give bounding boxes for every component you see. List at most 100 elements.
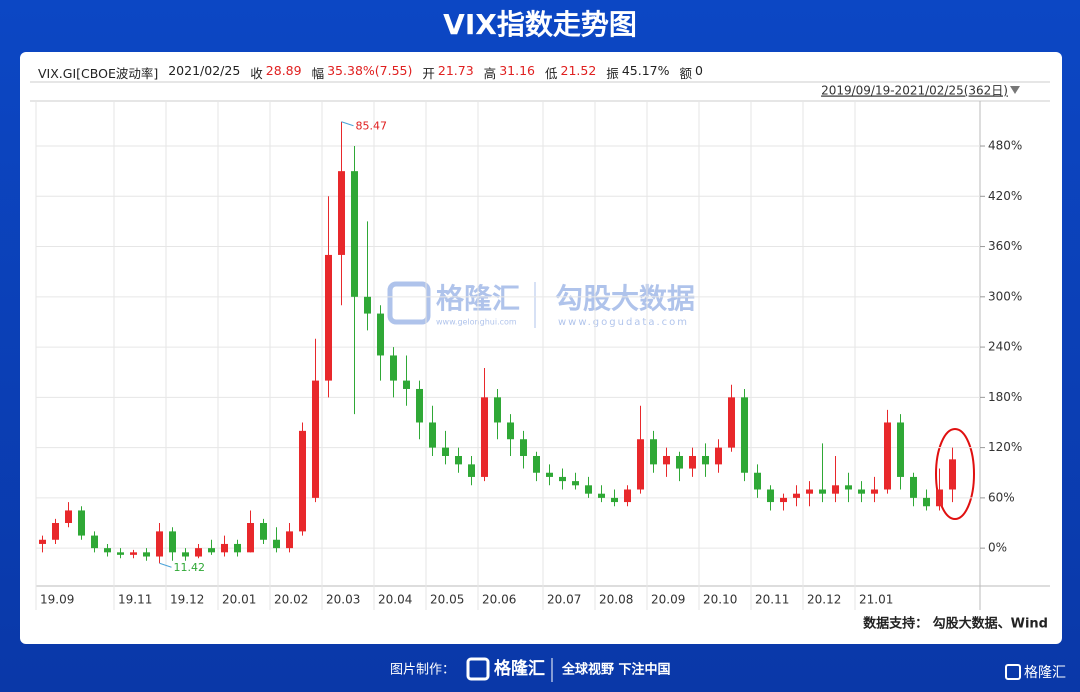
candle-body [676,455,683,469]
field-label: 开 [422,66,435,81]
wm-data-url: www.gogudata.com [558,317,689,328]
annotation-arrow [159,562,172,568]
candle-body [156,531,163,557]
y-tick-label: 120% [988,440,1022,454]
x-tick-label: 21.01 [859,593,893,607]
candle-body [832,485,839,494]
candle-body [208,548,215,553]
y-tick-label: 360% [988,239,1022,253]
candle-body [494,397,501,423]
x-tick-label: 20.11 [755,593,789,607]
info-field: 收 28.89 [250,63,301,82]
candle-body [533,455,540,473]
candle-body [650,439,657,465]
x-tick-label: 20.12 [807,593,841,607]
y-tick-label: 300% [988,289,1022,303]
candle-body [91,535,98,549]
y-tick-label: 0% [988,541,1007,555]
candle-body [819,489,826,494]
y-tick-label: 420% [988,189,1022,203]
x-tick-label: 20.09 [651,593,685,607]
candle-body [364,296,371,314]
candle-body [104,548,111,553]
title: VIX指数走势图 [443,8,637,41]
field-value: 0 [695,63,703,78]
info-field: 振 45.17% [606,63,669,82]
candle-body [663,455,670,465]
candle-body [39,539,46,544]
candle-body [78,510,85,536]
dropdown-icon [1010,86,1020,94]
candle-body [910,476,917,498]
field-value: 21.73 [437,63,474,78]
candle-body [416,388,423,423]
candle-body [390,355,397,381]
y-tick-label: 480% [988,139,1022,153]
range: 2019/09/19-2021/02/25(362日) [821,84,1008,98]
logo-box [387,281,431,325]
candle-body [611,497,618,503]
x-tick-label: 20.05 [430,593,464,607]
info-bar: VIX.GI[CBOE波动率] 2021/02/25 收 28.89 幅 35.38%… [38,63,703,82]
x-tick-label: 19.12 [170,593,204,607]
date: 2021/02/25 [168,63,241,78]
candle-body [273,539,280,549]
x-tick-label: 20.01 [222,593,256,607]
candle-body [52,523,59,540]
logo-box [466,657,490,681]
candle-body [260,523,267,540]
annotation-arrow [341,121,354,127]
candle-body [117,552,124,555]
candle-body [702,455,709,465]
candle-body [182,552,189,557]
candle-body [949,459,956,490]
candle-body [884,422,891,490]
candle-body [169,531,176,553]
candle-body [481,397,488,477]
candle-body [247,523,254,553]
candle-body [429,422,436,448]
candle-body [351,171,358,297]
info-field: 低 21.52 [545,63,596,82]
candle-body [897,422,904,477]
x-tick-label: 20.08 [599,593,633,607]
x-tick-label: 20.10 [703,593,737,607]
field-label: 额 [679,66,692,81]
y-tick-label: 60% [988,490,1015,504]
panel [20,52,1062,644]
x-tick-label: 20.03 [326,593,360,607]
field-value: 35.38%(7.55) [327,63,413,78]
annotation: 85.47 [356,120,388,133]
candle-body [598,493,605,498]
slogan: 全球视野 下注中国 [561,662,671,678]
candle-body [767,489,774,503]
wm-url: www.gelonghui.com [436,318,517,327]
field-value: 45.17% [621,63,670,78]
corner-logo: 格隆汇 [1024,665,1066,681]
field-label: 高 [483,66,497,81]
info-field: 高 31.16 [484,63,535,82]
field-value: 31.16 [499,63,535,78]
grid [35,101,980,610]
candle-body [403,380,410,389]
symbol: VIX.GI[CBOE波动率] [38,66,159,81]
candle-body [286,531,293,549]
field-label: 低 [544,66,558,81]
field-label: 振 [606,66,619,81]
field-label: 幅 [311,66,325,81]
candle-body [546,472,553,477]
candle-body [65,510,72,524]
candle-body [936,489,943,507]
info-field: 幅 35.38%(7.55) [312,63,413,82]
highlight [935,428,975,520]
footer-logo: 格隆汇 [494,658,545,679]
candle-body [845,485,852,490]
candle-body [728,397,735,448]
candle-body [130,552,137,555]
candle-body [780,497,787,503]
candle-body [195,548,202,557]
candle-body [624,489,631,503]
wm-data-brand: 勾股大数据 [555,282,695,315]
x-tick-label: 19.09 [40,593,74,607]
candle-body [585,485,592,494]
